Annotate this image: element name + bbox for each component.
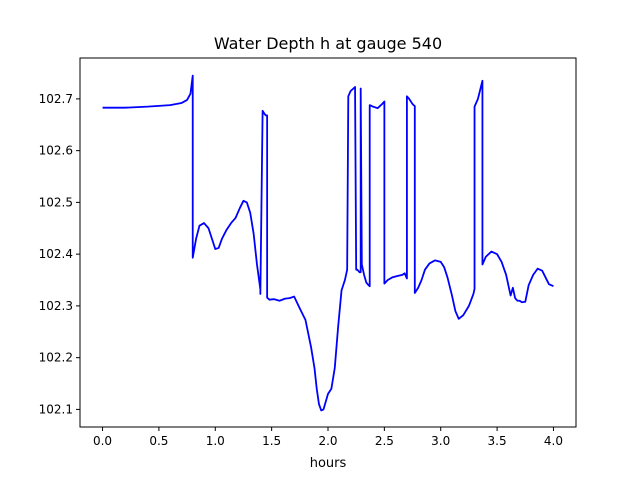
y-tick-label: 102.5	[39, 195, 73, 209]
x-tick-label: 1.5	[262, 434, 281, 448]
y-tick-label: 102.2	[39, 351, 73, 365]
axis-ticks: 0.0 0.5 1.0 1.5 2.0 2.5 3.0 3.5 4.0 102.1 102.2 102…	[39, 92, 563, 448]
y-tick-label: 102.1	[39, 402, 73, 416]
x-tick-label: 2.5	[375, 434, 394, 448]
series-line	[102, 74, 554, 412]
y-tick-label: 102.3	[39, 299, 73, 313]
x-tick-label: 3.0	[431, 434, 450, 448]
x-tick-label: 1.0	[206, 434, 225, 448]
y-tick-label: 102.7	[39, 92, 73, 106]
y-tick-label: 102.4	[39, 247, 73, 261]
x-tick-label: 0.0	[93, 434, 112, 448]
x-tick-label: 2.0	[318, 434, 337, 448]
axes-frame	[79, 57, 577, 428]
y-tick-label: 102.6	[39, 144, 73, 158]
chart-title: Water Depth h at gauge 540	[214, 34, 442, 53]
x-axis-label: hours	[310, 456, 347, 471]
x-tick-label: 3.5	[488, 434, 507, 448]
x-tick-label: 4.0	[544, 434, 563, 448]
plot-area	[102, 74, 554, 412]
x-tick-label: 0.5	[149, 434, 168, 448]
